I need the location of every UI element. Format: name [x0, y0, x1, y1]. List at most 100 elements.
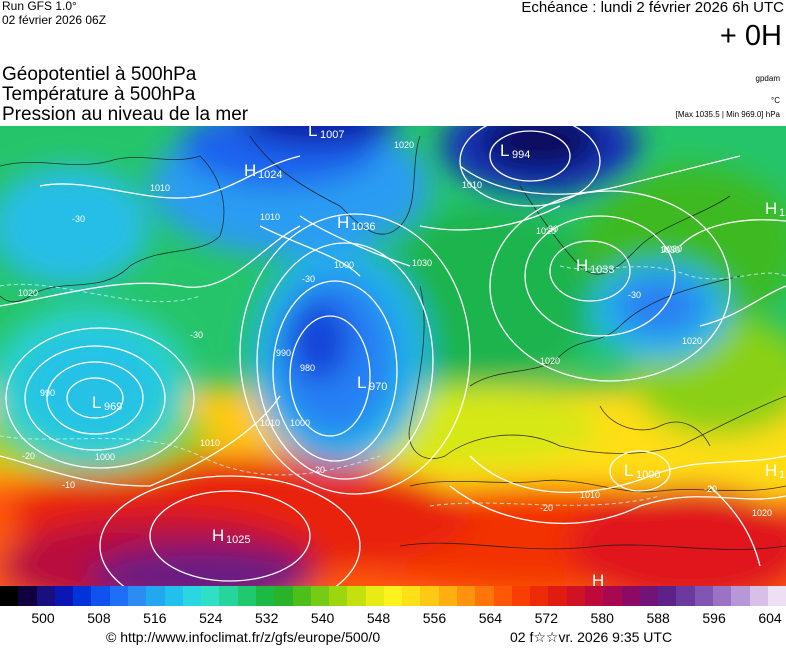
svg-text:-30: -30	[302, 274, 315, 284]
colorbar-swatch	[475, 586, 494, 606]
coastlines	[0, 135, 786, 550]
colorbar-swatch	[329, 586, 348, 606]
forecast-offset: + 0H	[719, 20, 782, 52]
colorbar-swatch	[255, 586, 275, 606]
colorbar-swatch	[274, 586, 293, 606]
title-pressure: Pression au niveau de la mer	[2, 104, 249, 125]
svg-text:1025: 1025	[226, 534, 250, 546]
colorbar-swatch	[36, 586, 55, 606]
geopotential-field	[0, 126, 786, 586]
svg-text:-30: -30	[628, 290, 641, 300]
colorbar-swatch	[292, 586, 311, 606]
svg-text:1020: 1020	[682, 336, 702, 346]
colorbar-swatch	[219, 586, 238, 606]
svg-text:1: 1	[779, 207, 785, 219]
colorbar-tick-label: 532	[255, 610, 279, 626]
svg-text:L: L	[308, 126, 317, 140]
colorbar-tick-label: 580	[590, 610, 614, 626]
isotherm-labels: -30 -30 -30 -30 -30 -20 -20 -20 -10 -20	[22, 214, 717, 513]
svg-text:1020: 1020	[18, 288, 38, 298]
low-center-969: L 969	[92, 393, 122, 413]
svg-text:1000: 1000	[290, 418, 310, 428]
colorbar-swatch	[201, 586, 220, 606]
colorbar-tick-label: 524	[199, 610, 223, 626]
footer-date: 02 f☆☆vr. 2026 9:35 UTC	[510, 629, 673, 645]
svg-text:1010: 1010	[260, 212, 280, 222]
high-center-1033: H 1033	[576, 256, 614, 276]
svg-text:H: H	[576, 256, 588, 275]
svg-text:1010: 1010	[200, 438, 220, 448]
footer-url: © http://www.infoclimat.fr/z/gfs/europe/…	[106, 629, 381, 645]
svg-text:1030: 1030	[660, 245, 680, 255]
svg-text:994: 994	[512, 149, 530, 161]
svg-text:1033: 1033	[590, 264, 614, 276]
colorbar-swatch	[676, 586, 695, 606]
svg-text:1: 1	[779, 469, 785, 481]
svg-text:969: 969	[104, 401, 122, 413]
run-date: 02 février 2026 06Z	[2, 13, 107, 27]
svg-text:1010: 1010	[260, 418, 280, 428]
svg-text:1000: 1000	[334, 260, 354, 270]
svg-text:1007: 1007	[320, 129, 344, 141]
colorbar-swatch	[54, 586, 74, 606]
colorbar-swatch	[146, 586, 165, 606]
colorbar-swatch	[585, 586, 604, 606]
svg-text:980: 980	[300, 363, 315, 373]
colorbar-tick-label: 516	[143, 610, 167, 626]
svg-text:-30: -30	[190, 330, 203, 340]
svg-text:990: 990	[40, 388, 55, 398]
isotherms	[0, 265, 786, 507]
high-center-1024: H 1024	[244, 161, 282, 181]
colorbar-tick-label: 556	[422, 610, 447, 626]
colorbar-swatch	[73, 586, 92, 606]
colorbar-swatch	[237, 586, 256, 606]
svg-text:L: L	[92, 393, 101, 412]
svg-text:1010: 1010	[462, 180, 482, 190]
colorbar-tick-label: 572	[534, 610, 558, 626]
low-center-970: L 970	[357, 373, 387, 393]
low-center-994: L 994	[500, 141, 530, 161]
low-center-1000: L 1000	[624, 461, 660, 481]
svg-text:L: L	[624, 461, 633, 480]
colorbar-swatch	[0, 586, 19, 606]
svg-text:1020: 1020	[394, 140, 414, 150]
colorbar-swatch	[530, 586, 549, 606]
colorbar-swatch	[712, 586, 732, 606]
svg-text:1020: 1020	[536, 226, 556, 236]
colorbar-ticks: 500 508 516 524 532 540 548 556 564 572 580 588 596 6…	[0, 610, 786, 626]
svg-text:H: H	[765, 461, 777, 480]
colorbar-swatch	[420, 586, 439, 606]
svg-text:1010: 1010	[150, 183, 170, 193]
title-geopotential: Géopotentiel à 500hPa	[2, 64, 197, 85]
colorbar-swatch	[658, 586, 677, 606]
colorbar-swatch	[438, 586, 458, 606]
unit-celsius: °C	[771, 96, 780, 105]
colorbar-swatch	[457, 586, 476, 606]
colorbar	[0, 586, 786, 606]
colorbar-swatch	[310, 586, 330, 606]
svg-text:1036: 1036	[351, 221, 375, 233]
colorbar-swatch	[365, 586, 384, 606]
svg-text:H: H	[765, 199, 777, 218]
isobar-labels: 1020 1010 1030 1000 990 980 1010 1000 10…	[18, 140, 772, 518]
colorbar-swatch	[511, 586, 531, 606]
svg-text:990: 990	[276, 348, 291, 358]
high-center-south: H	[592, 571, 604, 586]
svg-text:H: H	[592, 571, 604, 586]
colorbar-swatch	[548, 586, 567, 606]
colorbar-swatch	[182, 586, 202, 606]
colorbar-tick-label: 508	[87, 610, 111, 626]
svg-text:-10: -10	[62, 480, 75, 490]
svg-text:1020: 1020	[752, 508, 772, 518]
colorbar-swatch	[383, 586, 403, 606]
colorbar-swatch	[109, 586, 128, 606]
colorbar-swatch	[749, 586, 768, 606]
svg-text:1024: 1024	[258, 169, 282, 181]
run-label: Run GFS 1.0°	[2, 0, 77, 13]
svg-text:H: H	[244, 161, 256, 180]
unit-gpdam: gpdam	[755, 74, 780, 83]
